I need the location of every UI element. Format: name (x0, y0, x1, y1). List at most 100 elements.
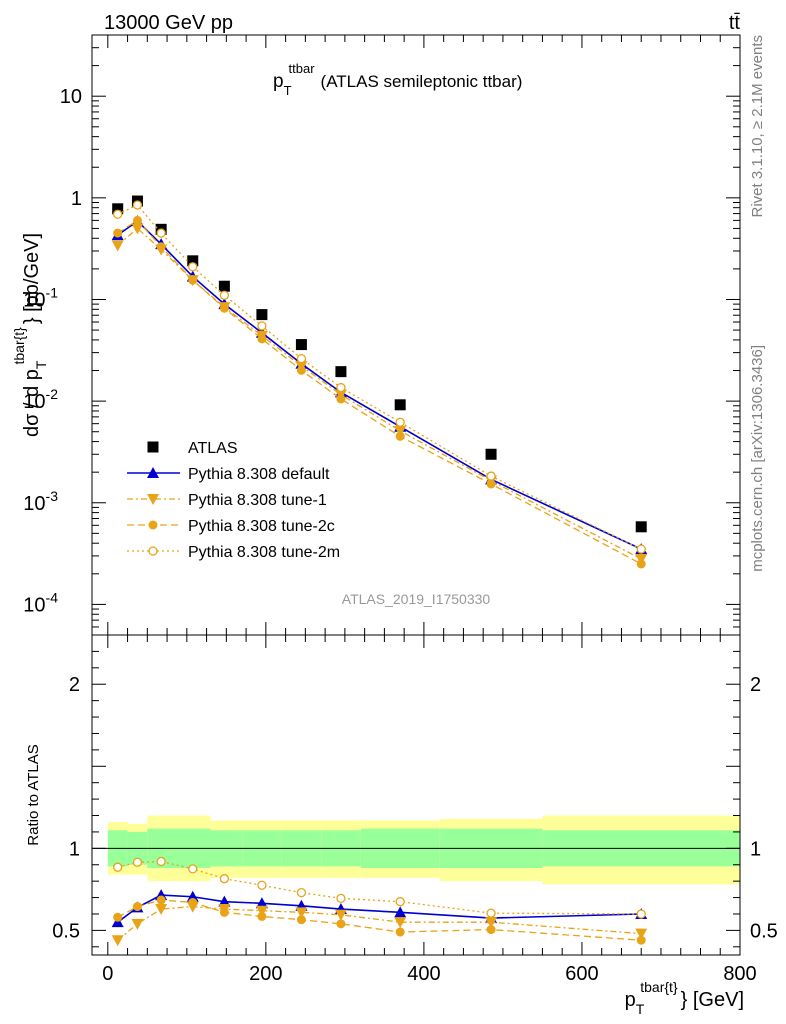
legend-marker (148, 546, 158, 556)
point-tune2m (156, 228, 166, 238)
ratio-plot-frame (91, 634, 741, 956)
main-y-tick-label: 10 (60, 86, 82, 108)
series-tune2c (113, 215, 646, 569)
plot-title: pTttbar (ATLAS semileptonic ttbar) (273, 61, 522, 98)
main-series-layer (111, 195, 648, 569)
ratio-y-tick-label-right: 0.5 (750, 920, 778, 942)
main-y-label-b: } [pb/GeV] (21, 233, 43, 324)
main-y-label-sub: T (33, 360, 49, 369)
series-line-tune2m (117, 860, 642, 915)
series-line-tune2c (117, 219, 642, 565)
point-tune2m (219, 874, 230, 884)
series-tune2m (113, 200, 646, 554)
point-tune1 (255, 905, 268, 917)
point-tune1 (635, 553, 648, 565)
point-tune2m (296, 353, 307, 364)
plot-title-sub: T (284, 83, 292, 98)
point-tune2c (257, 334, 267, 344)
point-tune2c (188, 897, 198, 907)
plot-title-sup: ttbar (289, 61, 316, 76)
ratio-axis-ticks: 0.5 0.5 1 1 2 2 0 200 400 600 800 (52, 635, 778, 985)
x-tick-label: 600 (565, 963, 598, 985)
legend-marker (147, 494, 159, 505)
point-tune2m (132, 857, 143, 867)
point-data (635, 521, 647, 533)
legend-entry-tune1: Pythia 8.308 tune-1 (127, 492, 327, 509)
point-tune1 (394, 425, 407, 437)
point-data (485, 448, 497, 460)
point-tune2c (486, 479, 496, 489)
main-y-label-a: dσ / d p (21, 369, 43, 437)
series-tune1 (111, 901, 648, 947)
point-data (218, 280, 230, 292)
point-tune1 (334, 909, 347, 921)
ratio-y-tick-label-right: 2 (750, 674, 761, 696)
series-tune2m (113, 856, 646, 919)
main-y-label-sup: tbar{t} (11, 327, 27, 365)
process-label: tt̄ (729, 12, 741, 34)
point-tune2c (132, 215, 142, 225)
point-tune2m (486, 908, 496, 918)
plot-title-rest: (ATLAS semileptonic ttbar) (321, 72, 523, 91)
legend-label: Pythia 8.308 tune-2c (188, 518, 335, 535)
ratio-y-tick-label: 1 (69, 838, 80, 860)
x-label-sup: tbar{t} (640, 979, 678, 995)
point-tune2m (188, 864, 198, 874)
energy-label: 13000 GeV pp (104, 12, 233, 34)
point-tune2m (296, 887, 307, 898)
rivet-label: Rivet 3.1.10, ≥ 2.1M events (749, 35, 766, 218)
point-tune2c (395, 927, 405, 937)
point-default (394, 906, 407, 918)
point-tune2c (113, 912, 123, 922)
point-tune1 (155, 904, 168, 916)
main-y-tick-label: 1 (71, 188, 82, 210)
point-tune2c (636, 935, 646, 945)
point-tune2m (113, 209, 123, 219)
point-tune2m (257, 321, 267, 331)
x-label-a: p (625, 989, 636, 1011)
legend-entry-tune2m: Pythia 8.308 tune-2m (127, 544, 340, 561)
x-tick-label: 200 (249, 963, 282, 985)
x-label-sub: T (636, 1001, 645, 1017)
point-tune2m (188, 262, 198, 272)
legend-marker (147, 441, 159, 453)
main-y-tick-label: 10-3 (23, 488, 58, 515)
point-tune2m (156, 856, 166, 867)
point-tune2c (257, 911, 267, 921)
point-tune2m (132, 200, 143, 210)
main-axis-ticks: 10-4 10-3 10-2 10-1 1 10 (23, 34, 741, 636)
ratio-series-layer (111, 856, 648, 947)
point-tune2m (486, 471, 496, 481)
point-tune1 (131, 223, 144, 235)
point-tune2c (219, 303, 229, 313)
point-tune1 (485, 917, 498, 929)
ratio-y-tick-label-right: 1 (750, 838, 761, 860)
x-axis-label: pTtbar{t}} [GeV] (625, 979, 744, 1017)
x-label-b: } [GeV] (681, 989, 744, 1011)
point-tune1 (111, 935, 124, 947)
series-line-tune1 (117, 227, 642, 560)
series-tune2c (113, 895, 646, 945)
point-tune2m (636, 544, 646, 554)
point-data (335, 366, 347, 378)
point-data (295, 339, 307, 351)
legend-entry-data: ATLAS (147, 440, 238, 457)
legend: ATLAS Pythia 8.308 default Pythia 8.308 tu… (127, 440, 340, 561)
point-tune2m (336, 382, 346, 393)
point-tune1 (635, 928, 648, 940)
point-tune2c (219, 907, 229, 917)
ratio-uncertainty-bands (107, 815, 740, 885)
x-tick-label: 400 (407, 963, 440, 985)
point-data (187, 255, 199, 267)
legend-label: Pythia 8.308 tune-1 (188, 492, 327, 509)
point-tune2c (156, 242, 166, 252)
point-tune2m (219, 290, 230, 300)
point-tune2c (296, 915, 306, 925)
point-data (256, 309, 268, 321)
point-tune2m (336, 893, 346, 904)
point-default (186, 890, 199, 902)
analysis-watermark: ATLAS_2019_I1750330 (342, 591, 491, 607)
plot-title-main: p (273, 71, 284, 92)
point-tune2c (336, 919, 346, 929)
point-tune2c (395, 431, 405, 441)
